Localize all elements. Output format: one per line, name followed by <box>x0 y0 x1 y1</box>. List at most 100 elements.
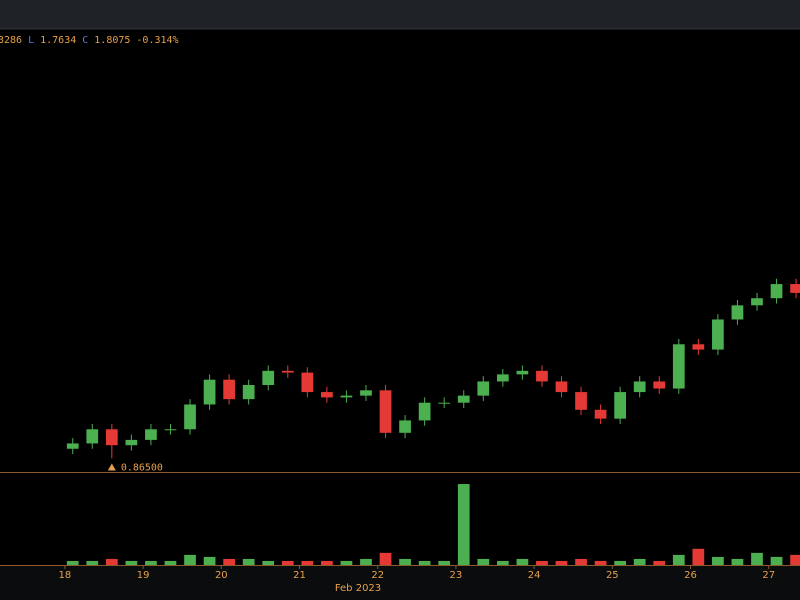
candle-body <box>477 381 490 396</box>
x-tick-label: 25 <box>606 570 619 581</box>
volume-bar <box>790 554 800 565</box>
candle-body <box>633 381 646 393</box>
x-axis-label: Feb 2023 <box>335 583 381 594</box>
candle-body <box>653 381 666 389</box>
volume-bar <box>438 560 451 565</box>
candle-body <box>164 429 177 431</box>
volume-bar <box>770 556 783 565</box>
volume-bar <box>692 548 705 565</box>
candle-body <box>672 344 685 389</box>
volume-bar <box>575 558 587 565</box>
candle-body <box>594 409 607 419</box>
legend-text: 3286 <box>0 35 22 46</box>
candle-body <box>731 305 744 320</box>
candle-body <box>145 429 157 440</box>
volume-bar <box>496 560 509 565</box>
legend-text: -0.314% <box>136 35 178 46</box>
volume-bar <box>614 560 627 565</box>
candle-body <box>86 429 99 444</box>
candle-body <box>379 390 392 433</box>
x-tick-label: 21 <box>293 570 306 581</box>
candle-body <box>555 381 568 393</box>
volume-bar <box>223 558 235 565</box>
volume-bar <box>86 560 99 565</box>
candle-body <box>262 370 275 385</box>
volume-bar <box>477 558 490 565</box>
toolbar <box>0 0 800 29</box>
candle-body <box>516 370 529 375</box>
volume-bar <box>418 560 431 565</box>
candle-body <box>281 370 294 373</box>
volume-bar <box>321 560 333 565</box>
candle-body <box>418 402 431 421</box>
volume-bar <box>125 560 138 565</box>
volume-bar <box>536 560 548 565</box>
volume-bar <box>105 558 118 565</box>
volume-bar <box>379 552 392 565</box>
volume-bar <box>281 560 294 565</box>
candle-body <box>105 429 118 446</box>
legend-text: 1.7634 <box>40 35 76 46</box>
candle-body <box>360 390 372 396</box>
volume-bar <box>633 558 646 565</box>
candle-body <box>184 404 196 430</box>
volume-bar <box>145 560 157 565</box>
volume-bar <box>399 558 411 565</box>
candle-body <box>301 372 314 393</box>
candle-body <box>340 395 353 398</box>
x-tick-label: 24 <box>528 570 541 581</box>
volume-bar <box>242 558 255 565</box>
legend-text: L <box>28 35 34 46</box>
candle-body <box>751 298 763 306</box>
volume-bar <box>66 560 79 565</box>
x-tick-label: 26 <box>684 570 697 581</box>
volume-bar <box>184 554 196 565</box>
candle-body <box>770 284 783 299</box>
candle-body <box>614 392 627 419</box>
volume-bar <box>516 558 529 565</box>
candle-body <box>692 344 705 350</box>
candle-body <box>242 385 255 400</box>
x-tick-label: 19 <box>137 570 150 581</box>
volume-bar <box>751 552 763 565</box>
volume-bar <box>203 556 216 565</box>
volume-bar <box>360 558 372 565</box>
volume-bar <box>457 484 470 565</box>
volume-bar <box>594 560 607 565</box>
time-axis <box>0 566 800 600</box>
candle-body <box>66 443 79 449</box>
x-tick-label: 22 <box>371 570 384 581</box>
candle-body <box>203 379 216 405</box>
candle-body <box>790 284 800 293</box>
volume-bar <box>731 558 744 565</box>
x-tick-label: 27 <box>762 570 775 581</box>
volume-bar <box>712 556 724 565</box>
legend-text: 1.8075 <box>94 35 130 46</box>
x-tick-label: 23 <box>450 570 463 581</box>
low-marker-label: 0.86500 <box>121 462 163 473</box>
candle-body <box>496 374 509 382</box>
volume-bar <box>340 560 353 565</box>
candle-body <box>438 402 451 404</box>
volume-bar <box>672 554 685 565</box>
volume-bar <box>555 560 568 565</box>
legend-text: C <box>82 35 88 46</box>
candle-body <box>125 439 138 446</box>
volume-bar <box>164 560 177 565</box>
volume-bar <box>653 560 666 565</box>
candle-body <box>223 379 235 400</box>
low-marker <box>107 463 116 471</box>
candle-body <box>536 370 548 382</box>
volume-bar <box>301 560 314 565</box>
volume-bar <box>262 560 275 565</box>
x-tick-label: 20 <box>215 570 228 581</box>
candle-body <box>575 392 587 410</box>
candle-body <box>321 392 333 398</box>
x-tick-label: 18 <box>59 570 72 581</box>
ohlc-legend: 3286 L 1.7634 C 1.8075 -0.314% <box>0 35 179 46</box>
candle-body <box>399 420 411 433</box>
candle-body <box>457 395 470 403</box>
candle-body <box>712 319 724 350</box>
